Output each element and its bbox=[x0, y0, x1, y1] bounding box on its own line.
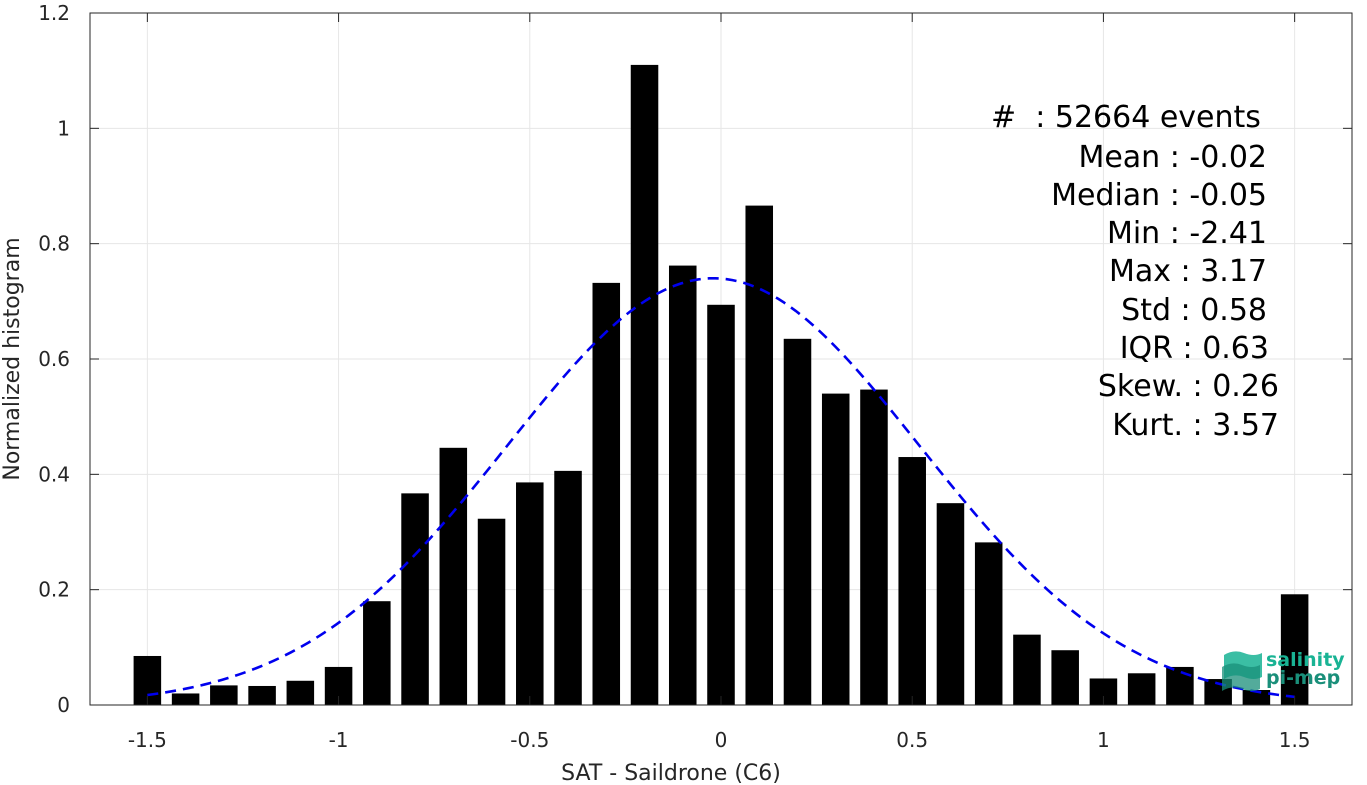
histogram-bar bbox=[477, 518, 506, 705]
x-tick-labels: -1.5 -1 -0.5 0 0.5 1 1.5 bbox=[128, 728, 1311, 752]
gaussian-fit-curve bbox=[147, 276, 1295, 699]
logo-text-salinity: salinity bbox=[1266, 649, 1345, 671]
histogram-bar bbox=[860, 389, 888, 705]
histogram-bar bbox=[171, 693, 200, 705]
stat-skew: Skew. : 0.26 bbox=[1097, 369, 1279, 405]
histogram-bar bbox=[630, 64, 659, 705]
y-tick-label: 0.6 bbox=[38, 347, 70, 371]
histogram-bar bbox=[1127, 673, 1156, 705]
histogram-bar bbox=[974, 542, 1003, 705]
x-tick-label: 0 bbox=[715, 728, 728, 752]
y-tick-label: 0.8 bbox=[38, 232, 70, 256]
stat-median: Median : -0.05 bbox=[1051, 177, 1267, 213]
histogram-bar bbox=[707, 304, 735, 705]
histogram-bar bbox=[286, 680, 315, 705]
stat-std: Std : 0.58 bbox=[1121, 292, 1267, 328]
histogram-bar bbox=[1242, 690, 1271, 705]
y-axis-label: Normalized histogram bbox=[0, 237, 25, 480]
histogram-bar bbox=[516, 482, 544, 705]
histogram-bar bbox=[745, 205, 774, 705]
histogram-bar bbox=[936, 503, 965, 705]
histogram-bar bbox=[363, 601, 391, 705]
stat-min: Min : -2.41 bbox=[1106, 216, 1267, 252]
histogram-bar bbox=[439, 447, 468, 705]
y-tick-labels: 0 0.2 0.4 0.6 0.8 1 1.2 bbox=[38, 1, 70, 717]
histogram-bars bbox=[133, 64, 1309, 705]
x-tick-label: -1 bbox=[329, 728, 349, 752]
histogram-bar bbox=[210, 685, 238, 705]
y-tick-label: 0.2 bbox=[38, 578, 70, 602]
x-tick-label: 1 bbox=[1097, 728, 1110, 752]
x-tick-label: -1.5 bbox=[128, 728, 167, 752]
histogram-bar bbox=[1013, 634, 1041, 705]
histogram-bar bbox=[821, 393, 850, 705]
histogram-bar bbox=[248, 685, 276, 705]
x-axis-label: SAT - Saildrone (C6) bbox=[561, 761, 781, 785]
histogram-bar bbox=[1280, 594, 1309, 705]
stat-mean: Mean : -0.02 bbox=[1078, 139, 1267, 175]
axis-ticks bbox=[90, 12, 1352, 706]
x-tick-label: 1.5 bbox=[1279, 728, 1311, 752]
wave-logo-icon bbox=[1222, 651, 1262, 691]
y-tick-label: 0 bbox=[57, 693, 70, 717]
y-tick-label: 1 bbox=[57, 116, 70, 140]
y-tick-label: 1.2 bbox=[38, 1, 70, 25]
salinity-pimep-logo: salinity pi-mep bbox=[1220, 647, 1350, 695]
histogram-bar bbox=[592, 282, 621, 705]
histogram-bar bbox=[668, 265, 697, 705]
statistics-box: Mean : -0.02 Median : -0.05 Min : -2.41 … bbox=[1051, 139, 1279, 445]
stat-kurt: Kurt. : 3.57 bbox=[1112, 407, 1279, 443]
stat-max: Max : 3.17 bbox=[1109, 254, 1267, 290]
event-count-text: # : 52664 events bbox=[991, 100, 1261, 135]
x-tick-label: -0.5 bbox=[510, 728, 549, 752]
histogram-bar bbox=[898, 457, 926, 705]
y-tick-label: 0.4 bbox=[38, 462, 70, 486]
histogram-bar bbox=[1051, 650, 1079, 705]
x-tick-label: 0.5 bbox=[896, 728, 928, 752]
stat-iqr: IQR : 0.63 bbox=[1119, 330, 1269, 366]
histogram-bar bbox=[554, 470, 582, 705]
histogram-bar bbox=[1166, 666, 1194, 705]
histogram-bar bbox=[401, 493, 429, 705]
logo-text-pimep: pi-mep bbox=[1266, 667, 1341, 689]
histogram-bar bbox=[783, 338, 812, 705]
